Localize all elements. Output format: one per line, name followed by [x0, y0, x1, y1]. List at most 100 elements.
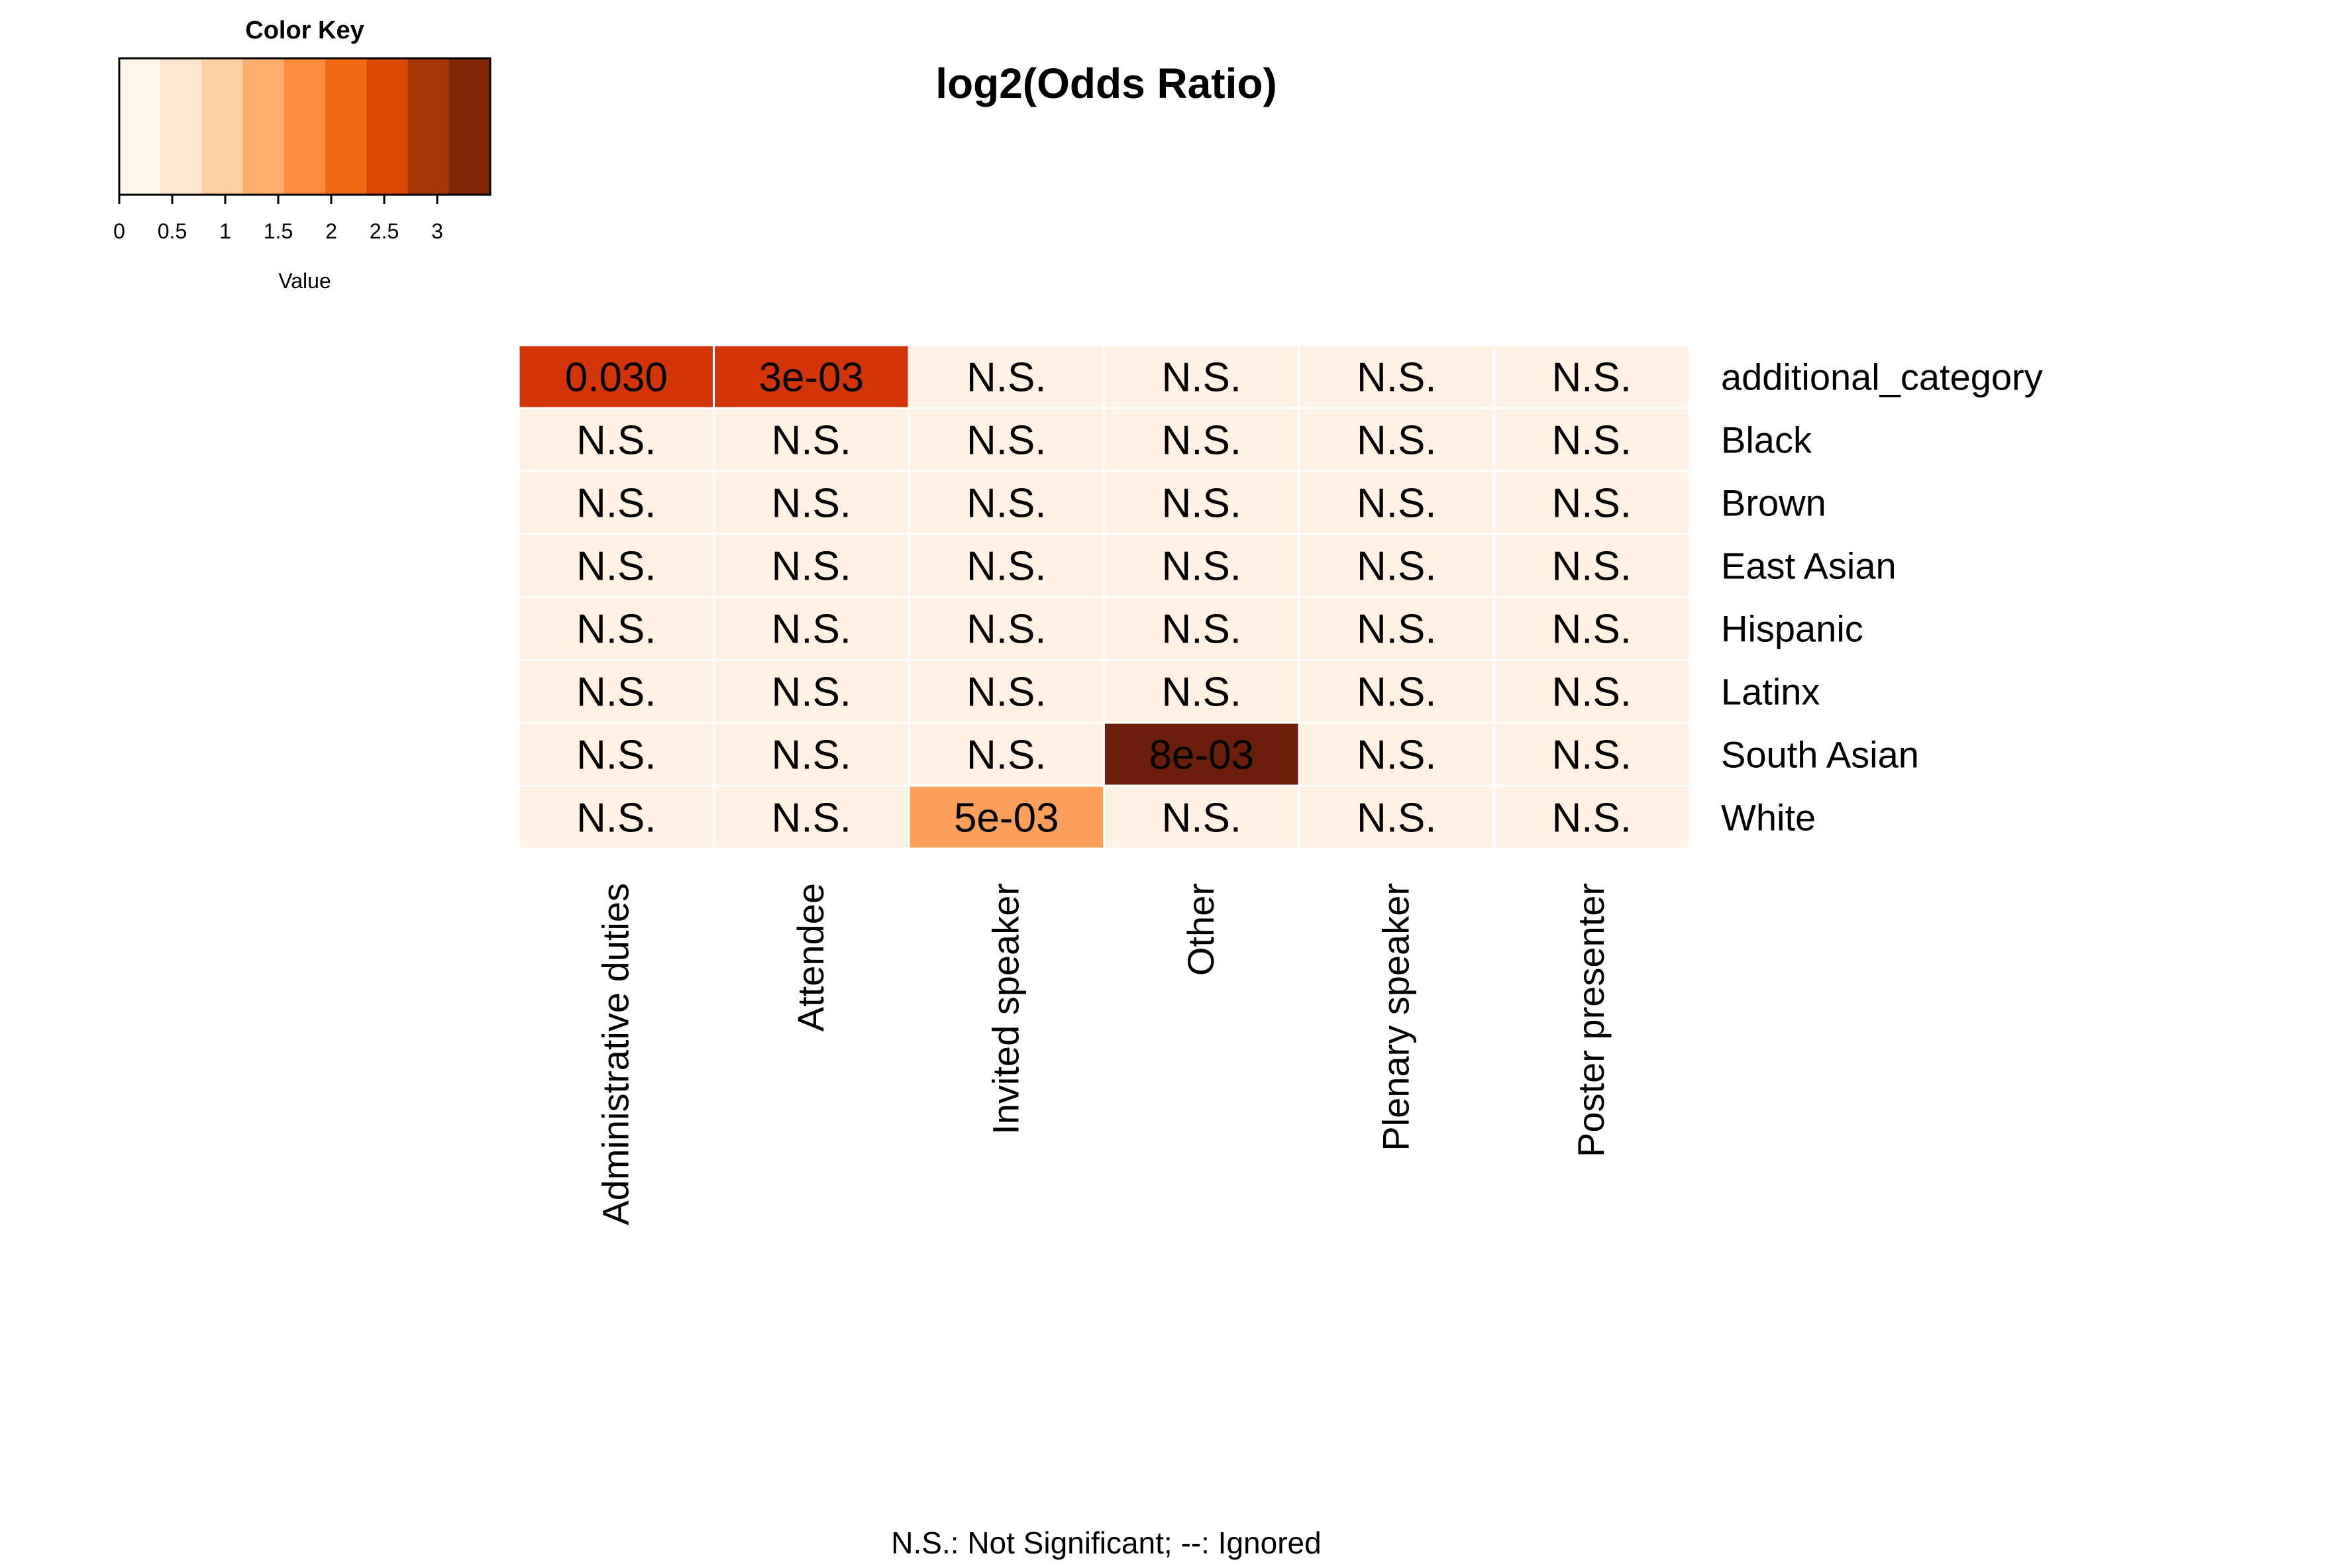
heatmap-cell: [908, 407, 1105, 472]
heatmap-cell-label: N.S.: [1551, 418, 1632, 464]
column-label: Invited speaker: [984, 883, 1026, 1135]
heatmap-cell-label: N.S.: [1357, 670, 1437, 715]
heatmap-cell: [908, 658, 1105, 724]
color-key-tick-label: 0.5: [158, 219, 187, 243]
heatmap-cell: [908, 784, 1105, 850]
heatmap-cell-label: N.S.: [576, 796, 656, 841]
column-labels: Administrative duties Attendee Invited spe…: [594, 883, 1612, 1226]
heatmap-cell-label: N.S.: [1161, 796, 1241, 841]
heatmap-cell-label: N.S.: [1551, 607, 1632, 653]
heatmap-cell-label: 0.030: [565, 355, 668, 401]
heatmap-cell: [908, 533, 1105, 598]
heatmap-cell: [1493, 407, 1691, 472]
row-label: South Asian: [1721, 734, 1919, 776]
color-key-swatch: [448, 58, 491, 195]
color-key-swatch: [284, 58, 326, 195]
color-key-swatch: [119, 58, 161, 195]
heatmap-cell-label: N.S.: [1161, 544, 1241, 590]
heatmap-cell-label: N.S.: [966, 733, 1047, 778]
heatmap-cell-label: N.S.: [1551, 670, 1632, 715]
heatmap-cell-label: N.S.: [1357, 796, 1437, 841]
heatmap-cell-label: N.S.: [1161, 481, 1241, 527]
heatmap-cell: [1103, 407, 1300, 472]
heatmap-cell-label: N.S.: [771, 544, 851, 590]
heatmap-cell: [1103, 784, 1300, 850]
heatmap-cell: [1103, 533, 1300, 598]
heatmap-cell: [1493, 533, 1691, 598]
color-key-tick-label: 2.5: [370, 219, 399, 243]
heatmap-cell-label: N.S.: [1357, 418, 1437, 464]
heatmap-cell: [1298, 344, 1495, 409]
row-label: East Asian: [1721, 545, 1897, 587]
heatmap-cell-label: N.S.: [1357, 733, 1437, 778]
heatmap-cell-label: N.S.: [966, 670, 1047, 715]
heatmap-cell-label: N.S.: [1161, 418, 1241, 464]
column-label: Poster presenter: [1570, 883, 1612, 1157]
heatmap-cell-label: N.S.: [1551, 481, 1632, 527]
color-key-tick-label: 3: [431, 219, 443, 243]
color-key-tick-label: 0: [113, 219, 125, 243]
heatmap-cell-label: N.S.: [576, 418, 656, 464]
heatmap-cell: [713, 470, 910, 535]
color-key-swatches: [118, 57, 492, 196]
heatmap-cell-label: N.S.: [771, 418, 851, 464]
heatmap-cell: [517, 407, 715, 472]
heatmap-cell-label: N.S.: [1357, 355, 1437, 401]
heatmap-cell-label: N.S.: [966, 355, 1047, 401]
heatmap-cell-label: N.S.: [1161, 355, 1241, 401]
color-key-swatch: [160, 58, 202, 195]
heatmap-cell-label: N.S.: [576, 544, 656, 590]
color-key-xlabel: Value: [278, 269, 331, 293]
heatmap-cell-label: N.S.: [576, 733, 656, 778]
row-label: Black: [1721, 419, 1812, 461]
heatmap-cell-label: N.S.: [1551, 355, 1632, 401]
heatmap-cell-label: N.S.: [576, 481, 656, 527]
heatmap-cell: [1298, 721, 1495, 787]
heatmap-cell-label: N.S.: [1357, 544, 1437, 590]
heatmap-cell-label: N.S.: [1551, 544, 1632, 590]
heatmap-cell-label: N.S.: [966, 481, 1047, 527]
heatmap-cell-label: N.S.: [771, 796, 851, 841]
heatmap-cell-label: N.S.: [576, 607, 656, 653]
chart-title: log2(Odds Ratio): [935, 60, 1277, 107]
color-key-tick-label: 1.5: [264, 219, 293, 243]
color-key-swatch: [201, 58, 244, 195]
heatmap-cell: [1298, 784, 1495, 850]
row-label: Latinx: [1721, 671, 1820, 713]
heatmap-cell-label: N.S.: [771, 733, 851, 778]
color-key-swatch: [325, 58, 367, 195]
heatmap-cell-label: N.S.: [1551, 733, 1632, 778]
heatmap-cell: [1493, 344, 1691, 409]
heatmap-cell-label: 5e-03: [954, 796, 1059, 841]
heatmap-cell: [517, 784, 715, 850]
heatmap-cell: [1298, 658, 1495, 724]
heatmap-cell: [908, 344, 1105, 409]
heatmap-cell-label: N.S.: [771, 481, 851, 527]
heatmap-cell-label: N.S.: [1551, 796, 1632, 841]
heatmap-cell-label: 3e-03: [758, 355, 864, 401]
heatmap-cell: [713, 533, 910, 598]
row-label: Hispanic: [1721, 608, 1863, 650]
heatmap-cell: [1493, 784, 1691, 850]
color-key-swatch: [242, 58, 285, 195]
heatmap-cell: [713, 784, 910, 850]
heatmap-cell-label: N.S.: [576, 670, 656, 715]
color-key-ticks: 0 0.5 1 1.5 2 2.5 3: [113, 193, 443, 243]
row-label: Brown: [1721, 482, 1826, 524]
heatmap-cell-label: N.S.: [966, 607, 1047, 653]
heatmap-cell-label: 8e-03: [1149, 733, 1254, 778]
heatmap-cell-label: N.S.: [1357, 481, 1437, 527]
heatmap-cell: [1103, 470, 1300, 535]
color-key-tick-label: 1: [219, 219, 231, 243]
column-label: Attendee: [790, 883, 831, 1031]
heatmap-cells: 0.030 3e-03 N.S. N.S. N.S. N.S. N.S. N.S. N.S. N.…: [517, 344, 1691, 850]
row-labels: additional_category Black Brown East Asian H…: [1721, 356, 2043, 839]
row-label: additional_category: [1721, 356, 2043, 398]
heatmap-cell: [1103, 658, 1300, 724]
heatmap-cell: [713, 721, 910, 787]
heatmap-cell: [908, 721, 1105, 787]
color-key-swatch: [366, 58, 409, 195]
heatmap-cell: [517, 470, 715, 535]
